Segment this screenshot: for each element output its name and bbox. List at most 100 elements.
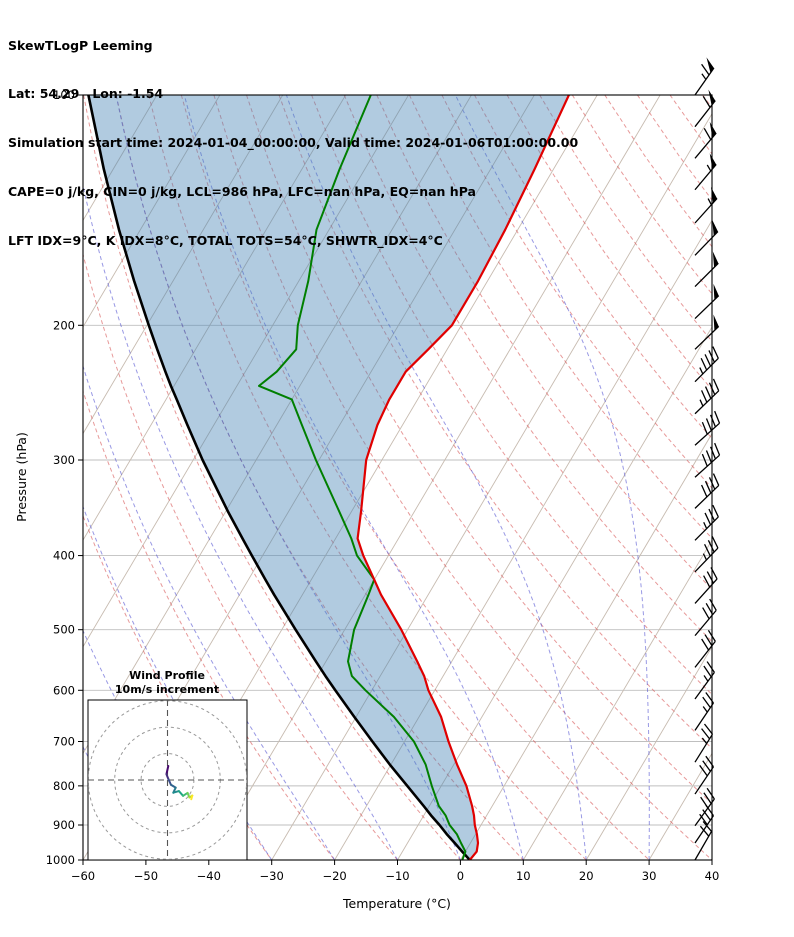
x-tick-label: −40	[197, 869, 221, 883]
header: SkewTLogP Leeming Lat: 54.29 Lon: -1.54 …	[8, 5, 578, 282]
y-tick-label: 200	[53, 318, 75, 332]
wind-barb	[694, 661, 715, 700]
x-tick-label: −10	[385, 869, 409, 883]
x-tick-label: 10	[516, 869, 531, 883]
wind-barb	[694, 473, 720, 509]
y-tick-label: 700	[53, 735, 75, 749]
y-tick-label: 500	[53, 623, 75, 637]
y-tick-label: 900	[53, 818, 75, 832]
wind-barb	[694, 153, 717, 191]
wind-barb	[694, 536, 719, 573]
moist-adiabat-line	[83, 364, 336, 860]
moist-adiabat-line	[83, 183, 398, 860]
wind-barb	[694, 410, 721, 446]
y-tick-label: 1000	[46, 853, 75, 867]
hodograph-title-line1: Wind Profile	[129, 669, 205, 682]
isotherm-line	[711, 859, 712, 860]
wind-barb	[694, 598, 717, 637]
sounding-curves	[87, 95, 570, 860]
x-tick-label: −20	[322, 869, 346, 883]
dry-adiabat-line	[343, 95, 712, 643]
y-tick-label: 100	[53, 88, 75, 102]
dry-adiabat-line	[702, 95, 712, 109]
hodograph-trace-segment	[190, 794, 194, 801]
location-line: Lat: 54.29 Lon: -1.54	[8, 86, 164, 102]
x-tick-label: −60	[71, 869, 95, 883]
isotherm-line	[460, 432, 712, 860]
isotherm-line	[648, 752, 712, 860]
x-tick-label: 40	[705, 869, 720, 883]
wind-barb	[694, 442, 721, 478]
isotherm-line	[83, 95, 221, 328]
indices-line-2: LFT IDX=9°C, K IDX=8°C, TOTAL TOTS=54°C,…	[8, 233, 443, 249]
x-tick-label: 20	[579, 869, 594, 883]
y-tick-label: 400	[53, 549, 75, 563]
moist-adiabat-line	[285, 95, 587, 860]
wind-barb	[694, 251, 719, 288]
x-axis-label: Temperature (°C)	[342, 896, 451, 911]
isotherm-line	[83, 95, 409, 648]
isotherm-line	[208, 95, 661, 860]
cape-cin-shade	[88, 95, 569, 860]
dry-adiabat-line	[115, 95, 524, 860]
x-tick-label: −30	[260, 869, 284, 883]
chart-title: SkewTLogP Leeming	[8, 37, 153, 53]
wind-barb	[694, 57, 715, 96]
hodograph-trace-segment	[177, 790, 185, 797]
isotherm-line	[83, 95, 284, 435]
y-tick-label: 600	[53, 683, 75, 697]
dry-adiabat-line	[83, 389, 335, 860]
dry-adiabat-line	[669, 95, 712, 155]
moist-adiabat-line	[711, 853, 712, 860]
wind-barb	[694, 283, 720, 320]
dry-adiabat-line	[311, 95, 712, 696]
wind-barb	[694, 723, 714, 763]
moist-adiabat-line	[454, 95, 650, 860]
moist-adiabat-line	[115, 95, 461, 860]
isotherm-line	[585, 645, 712, 860]
dry-adiabat-line	[148, 95, 587, 860]
hodograph-trace-segment	[165, 765, 170, 776]
isotherm-line	[522, 539, 712, 860]
isotherm-line	[271, 112, 712, 860]
wind-barb	[694, 219, 719, 256]
hodograph-grid	[88, 700, 247, 860]
y-tick-label: 300	[53, 453, 75, 467]
wind-barb	[694, 314, 720, 350]
isotherm-line	[83, 95, 347, 542]
axis-ticks: −60 −50 −40 −30 −20 −10 0 10 20 30 40 100 200 300 400 5…	[46, 88, 720, 883]
x-tick-label: 0	[457, 869, 464, 883]
dewpoint-profile-line	[258, 95, 467, 860]
wind-barb	[694, 755, 714, 795]
parcel-temperature-shade	[88, 95, 569, 860]
dry-adiabat-line	[571, 95, 712, 295]
moist-adiabat-line	[183, 95, 524, 860]
dry-adiabat-line	[213, 95, 712, 860]
parcel-profile-line	[87, 95, 471, 860]
temperature-profile-line	[356, 95, 570, 860]
wind-barb	[694, 378, 720, 415]
x-tick-label: 30	[642, 869, 657, 883]
wind-barb	[694, 821, 713, 861]
dry-adiabat-line	[278, 95, 712, 750]
wind-barb	[694, 567, 718, 604]
x-tick-label: −50	[134, 869, 158, 883]
wind-barb	[694, 804, 714, 844]
dry-adiabat-line	[246, 95, 712, 805]
y-axis-label: Pressure (hPa)	[14, 432, 29, 522]
wind-barb	[694, 504, 719, 541]
isotherm-line	[397, 326, 712, 860]
hodograph-title-line2: 10m/s increment	[115, 683, 219, 696]
hodograph-inset	[87, 699, 248, 861]
wind-barb	[694, 121, 717, 159]
wind-barb	[694, 692, 714, 731]
wind-barb-column	[694, 57, 721, 861]
time-line: Simulation start time: 2024-01-04_00:00:…	[8, 135, 579, 151]
y-tick-label: 800	[53, 779, 75, 793]
dry-adiabat-line	[474, 95, 712, 440]
dry-adiabat-line	[83, 95, 461, 860]
isotherm-line	[334, 219, 712, 860]
indices-line-1: CAPE=0 j/kg, CIN=0 j/kg, LCL=986 hPa, LF…	[8, 184, 476, 200]
